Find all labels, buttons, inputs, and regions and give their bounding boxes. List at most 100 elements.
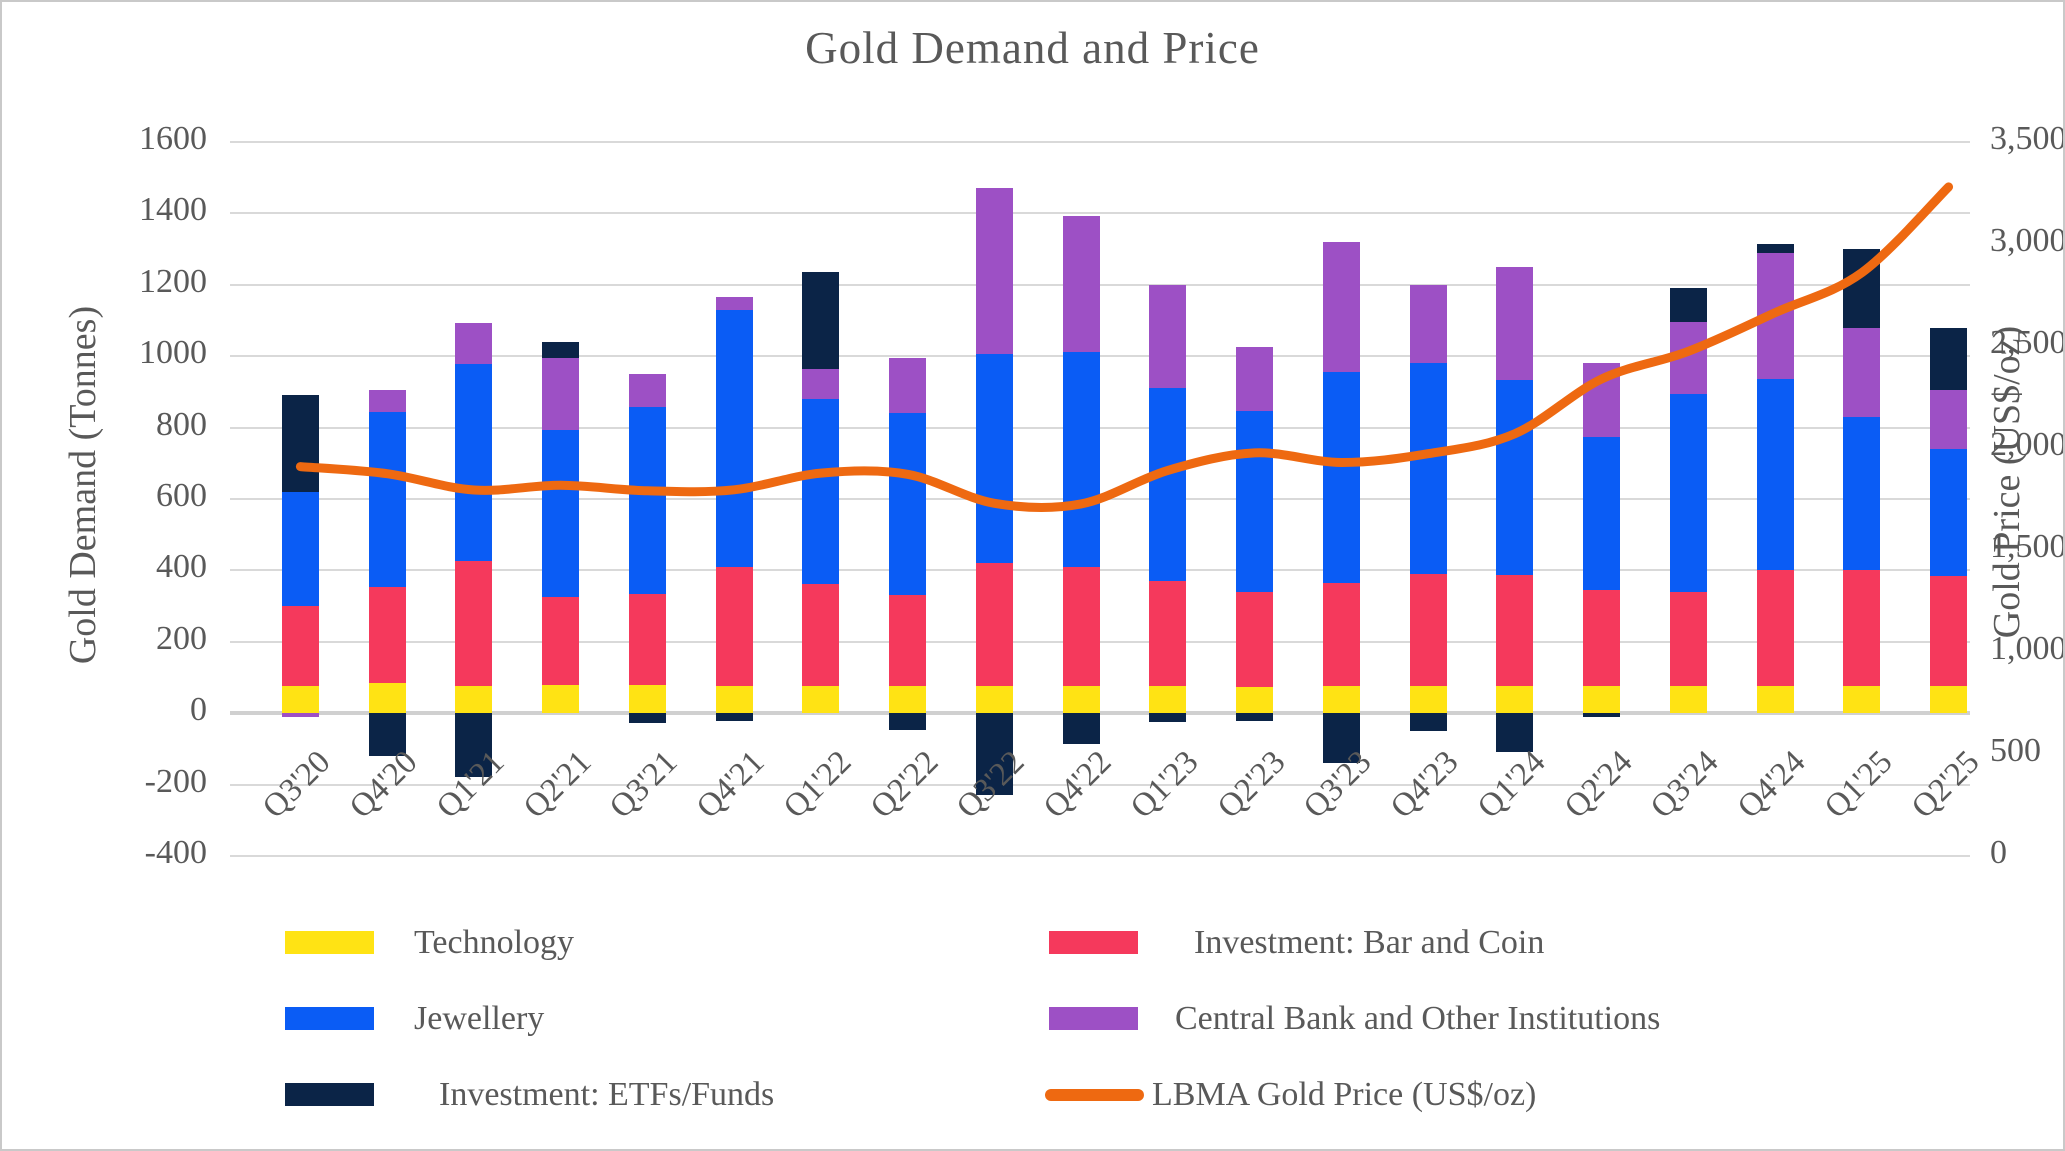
bar-segment xyxy=(1843,327,1881,417)
legend-label: Investment: ETFs/Funds xyxy=(439,1076,775,1113)
y-tick-label-left: 1400 xyxy=(139,191,207,229)
bar-segment xyxy=(281,606,319,686)
bar-segment xyxy=(889,594,927,687)
bar-segment xyxy=(1756,243,1794,253)
bar-segment xyxy=(1843,416,1881,571)
bar-segment xyxy=(628,713,666,723)
bar-segment xyxy=(628,374,666,407)
bar-segment xyxy=(368,587,406,684)
y-tick-label-left: 400 xyxy=(156,548,207,586)
bar-segment xyxy=(1149,284,1187,389)
y-tick-label-right: 2,500 xyxy=(1990,324,2065,361)
bar-segment xyxy=(1583,686,1621,714)
bar-segment xyxy=(1409,284,1447,364)
bar-segment xyxy=(368,683,406,714)
bar-segment xyxy=(715,567,753,686)
bar-segment xyxy=(1843,570,1881,687)
bar-segment xyxy=(1062,713,1100,744)
bar-segment xyxy=(1236,410,1274,592)
bar-segment xyxy=(1322,686,1360,714)
y-tick-label-right: 1,500 xyxy=(1990,528,2065,565)
gridline xyxy=(230,212,1970,215)
bar-segment xyxy=(1583,363,1621,437)
bar-segment xyxy=(1496,686,1534,714)
legend-color-swatch xyxy=(285,1007,374,1030)
bar-segment xyxy=(1756,686,1794,714)
bar-segment xyxy=(802,368,840,399)
y-tick-label-right: 500 xyxy=(1990,732,2041,769)
bar-segment xyxy=(455,364,493,562)
bar-segment xyxy=(1322,713,1360,764)
bar-segment xyxy=(1930,327,1968,391)
bar-segment xyxy=(1149,713,1187,723)
bar-segment xyxy=(975,563,1013,687)
y-tick-label-left: 600 xyxy=(156,477,207,514)
bar-segment xyxy=(889,686,927,714)
bar-segment xyxy=(1669,322,1707,394)
bar-segment xyxy=(1756,570,1794,687)
bar-segment xyxy=(281,685,319,714)
bar-segment xyxy=(455,322,493,365)
bar-segment xyxy=(1409,573,1447,687)
gridline xyxy=(230,141,1970,143)
bar-segment xyxy=(889,357,927,414)
bar-segment xyxy=(1583,590,1621,687)
legend-color-swatch xyxy=(1049,1007,1138,1030)
y-tick-label-right: 2,000 xyxy=(1990,426,2065,463)
y-tick-label-left: 800 xyxy=(156,405,207,443)
y-tick-label-right: 1,000 xyxy=(1990,630,2065,667)
gridline xyxy=(230,569,1970,572)
bar-segment xyxy=(1756,379,1794,571)
bar-segment xyxy=(1409,713,1447,732)
bar-segment xyxy=(368,713,406,757)
bar-segment xyxy=(1583,713,1621,717)
gridline xyxy=(230,855,1970,857)
bar-segment xyxy=(628,406,666,594)
y-tick-label-left: 1600 xyxy=(139,120,207,157)
bar-segment xyxy=(1669,288,1707,323)
y-tick-label-left: -200 xyxy=(144,762,207,800)
bar-segment xyxy=(1930,449,1968,576)
y-tick-label-left: 1000 xyxy=(139,334,207,372)
bar-segment xyxy=(889,413,927,595)
legend-label: LBMA Gold Price (US$/oz) xyxy=(1152,1076,1537,1113)
bar-segment xyxy=(1496,267,1534,380)
bar-segment xyxy=(975,713,1013,796)
bar-segment xyxy=(1062,686,1100,714)
bar-segment xyxy=(1062,351,1100,567)
bar-segment xyxy=(455,713,493,778)
bar-segment xyxy=(1322,241,1360,373)
y-tick-label-right: 0 xyxy=(1990,834,2007,871)
legend-color-swatch xyxy=(285,931,374,954)
y-tick-label-left: 0 xyxy=(190,691,207,729)
bar-segment xyxy=(802,271,840,369)
bar-segment xyxy=(715,309,753,568)
bar-segment xyxy=(889,713,927,730)
legend-label: Technology xyxy=(414,924,575,961)
bar-segment xyxy=(542,597,580,685)
bar-segment xyxy=(715,685,753,714)
bar-segment xyxy=(1149,581,1187,687)
bar-segment xyxy=(1496,713,1534,753)
bar-segment xyxy=(628,685,666,714)
gridline xyxy=(230,283,1970,286)
bar-segment xyxy=(1756,252,1794,380)
gridline xyxy=(230,783,1970,786)
bar-segment xyxy=(281,491,319,607)
bar-segment xyxy=(1930,575,1968,687)
bar-segment xyxy=(715,296,753,310)
legend-label: Central Bank and Other Institutions xyxy=(1175,1000,1661,1037)
bar-segment xyxy=(1322,582,1360,687)
bar-segment xyxy=(1149,686,1187,714)
bar-segment xyxy=(1930,686,1968,714)
bar-segment xyxy=(1236,591,1274,688)
bar-segment xyxy=(281,713,319,718)
bar-segment xyxy=(1669,393,1707,592)
bar-segment xyxy=(628,593,666,686)
bar-segment xyxy=(542,684,580,714)
bar-segment xyxy=(975,354,1013,564)
y-tick-label-right: 3,000 xyxy=(1990,222,2065,259)
bar-segment xyxy=(281,394,319,492)
bar-segment xyxy=(1669,591,1707,687)
bar-segment xyxy=(1409,686,1447,714)
